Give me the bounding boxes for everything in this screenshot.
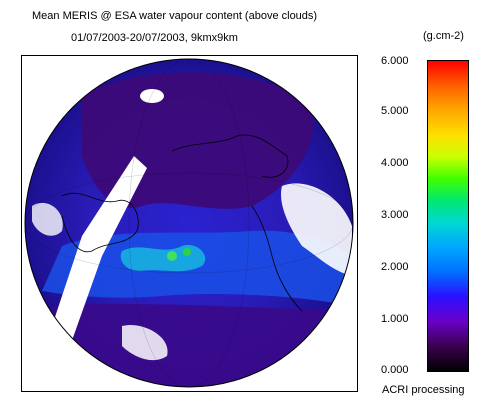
tropical-vapour-band	[42, 230, 352, 306]
colorbar-tick-label: 4.000	[381, 157, 409, 169]
processing-credit: ACRI processing	[382, 384, 465, 396]
globe-map	[24, 58, 354, 388]
globe-outline	[24, 58, 354, 388]
colorbar-tick-label: 1.000	[381, 313, 409, 325]
coastline	[61, 192, 139, 253]
map-title: Mean MERIS @ ESA water vapour content (a…	[32, 10, 318, 22]
cloud-swath	[52, 156, 147, 346]
map-subtitle: 01/07/2003-20/07/2003, 9kmx9km	[71, 32, 238, 44]
cloud-patch	[122, 325, 168, 361]
peak-vapour-spot	[167, 251, 177, 261]
coastline	[251, 205, 303, 312]
cloud-patch	[281, 183, 352, 276]
coastline	[171, 134, 289, 178]
peak-vapour-spot	[183, 248, 191, 256]
map-frame	[21, 55, 358, 392]
colorbar-unit: (g.cm-2)	[423, 30, 464, 42]
colorbar-tick-label: 2.000	[381, 261, 409, 273]
colorbar-tick-label: 6.000	[381, 55, 409, 67]
graticule-line	[128, 59, 250, 387]
colorbar-tick-label: 0.000	[381, 364, 409, 376]
colorbar-tick-label: 3.000	[381, 209, 409, 221]
graticule-line	[25, 172, 353, 274]
cloud-patch	[32, 202, 63, 236]
colorbar-tick-label: 5.000	[381, 105, 409, 117]
colorbar	[427, 60, 469, 372]
polar-ice-cap	[140, 89, 164, 103]
